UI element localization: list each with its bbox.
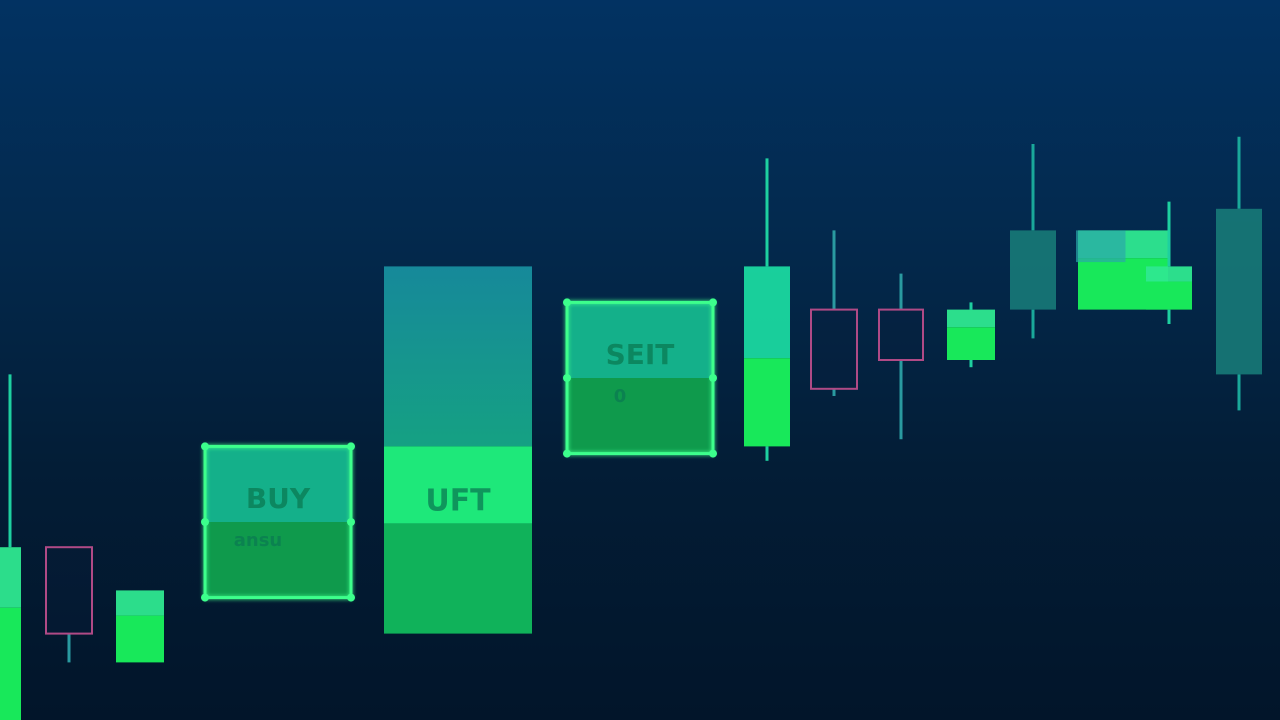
candle-body-top (744, 266, 790, 359)
corner-dot (709, 449, 717, 458)
candle-11 (1010, 144, 1056, 339)
candle-4: BUY ansu (201, 442, 355, 602)
candle-body-top (947, 309, 995, 328)
candle-body-bottom (384, 523, 532, 634)
candle-sublabel: ansu (234, 530, 283, 551)
candle-body-bottom (744, 358, 790, 447)
corner-dot (709, 374, 717, 382)
candle-body-top (116, 590, 164, 616)
candle-body (1010, 230, 1056, 310)
candle-body (878, 308, 924, 362)
candle-label: UFT (425, 483, 491, 518)
candle-body-top (384, 266, 532, 447)
candle-label: SEIT (606, 338, 675, 371)
candle-body-bottom (1146, 281, 1192, 310)
candle-9 (878, 273, 924, 440)
candle-body-top (205, 446, 351, 522)
candle-2 (45, 546, 93, 663)
corner-dot (201, 593, 209, 602)
candle-14 (1216, 136, 1262, 411)
candle-10 (947, 302, 995, 368)
candle-body-bottom (205, 522, 351, 598)
corner-dot (347, 442, 355, 451)
corner-dot (347, 518, 355, 526)
candle-shadow (1076, 230, 1126, 263)
corner-dot (201, 518, 209, 526)
candle-body (810, 308, 858, 390)
candle-body (45, 546, 93, 635)
candle-body-top (1146, 266, 1192, 282)
candle-body (1216, 208, 1262, 375)
corner-dot (347, 593, 355, 602)
candle-8 (810, 230, 858, 396)
corner-dot (709, 298, 717, 307)
candle-13 (1146, 201, 1192, 324)
candle-body-bottom (0, 607, 21, 720)
candle-body-bottom (116, 615, 164, 663)
candle-body-bottom (947, 327, 995, 360)
candle-6: SEIT 0 (563, 298, 717, 458)
candle-body-top (0, 547, 21, 608)
candle-7 (744, 158, 790, 461)
corner-dot (563, 449, 571, 458)
candle-5: UFT (384, 266, 532, 634)
corner-dot (201, 442, 209, 451)
candle-body-bottom (567, 378, 713, 454)
candle-1 (0, 374, 21, 720)
corner-dot (563, 374, 571, 382)
candle-3 (116, 590, 164, 663)
candle-body-top (567, 302, 713, 378)
candle-body-mid (384, 446, 532, 524)
corner-dot (563, 298, 571, 307)
candle-label: BUY (246, 482, 311, 515)
candle-sublabel: 0 (614, 386, 627, 407)
